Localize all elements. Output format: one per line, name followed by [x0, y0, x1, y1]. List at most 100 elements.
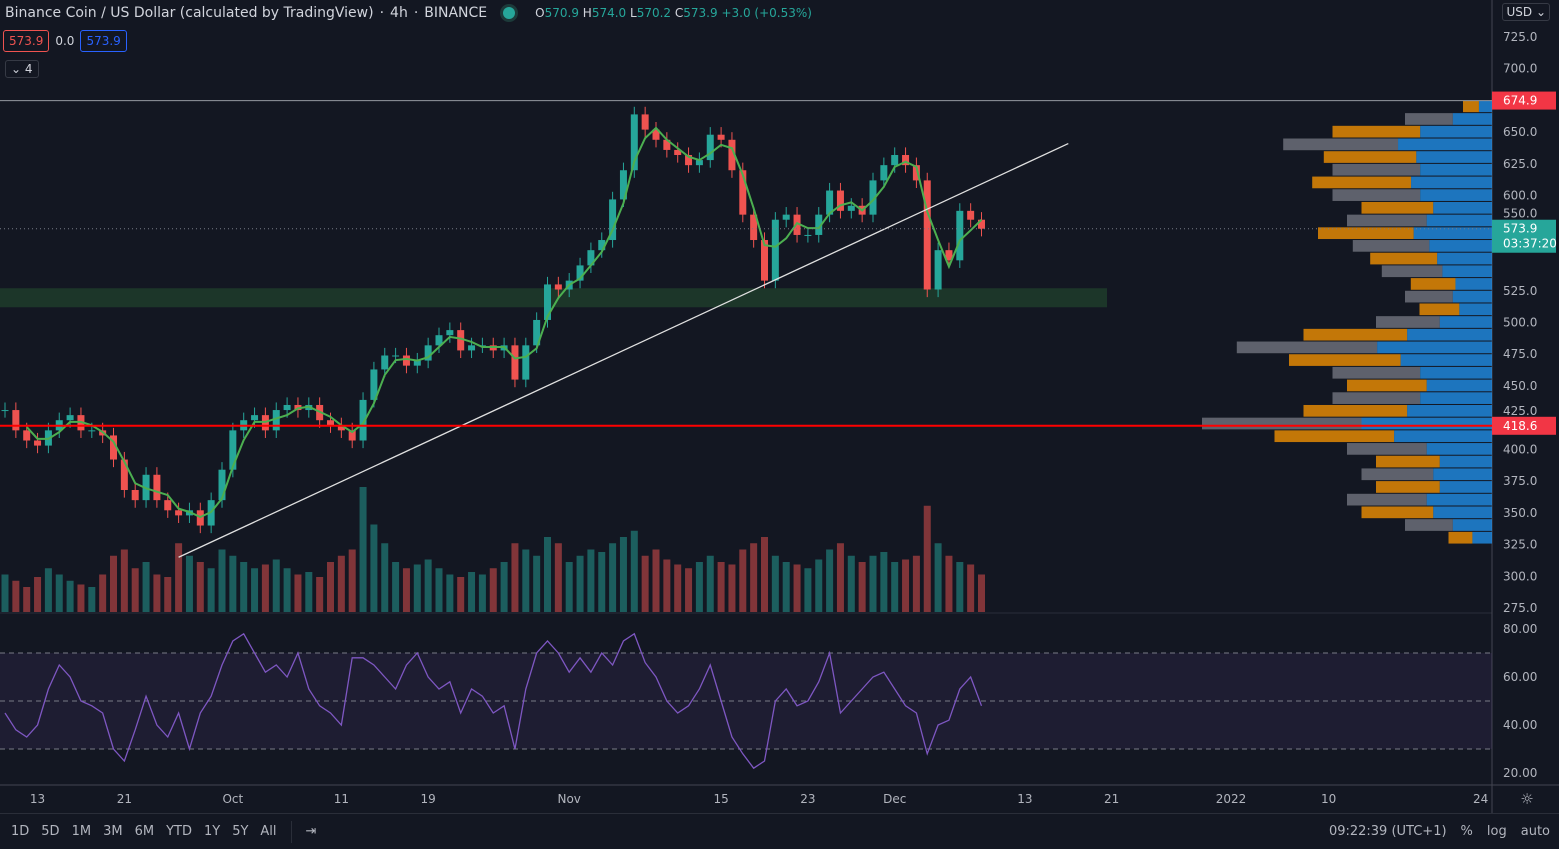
range-3m[interactable]: 3M [103, 824, 123, 839]
volume-profile-bar-down [1419, 303, 1460, 316]
candle-body [402, 355, 410, 366]
candle-body [728, 139, 736, 171]
high-price-label-bg [1492, 91, 1556, 110]
volume-profile-bar-up [1437, 252, 1492, 265]
volume-profile-bar-down [1381, 265, 1443, 278]
candle-body [370, 369, 378, 400]
price-tick-label: 550.0 [1503, 207, 1537, 221]
volume-profile-bar-up [1439, 481, 1492, 493]
candle-body [327, 420, 334, 426]
volume-bar [533, 555, 541, 612]
candle [891, 147, 899, 173]
auto-toggle[interactable]: auto [1520, 824, 1550, 839]
candle-body [750, 214, 758, 241]
candle-body [435, 335, 443, 346]
volume-profile-row [1312, 176, 1492, 189]
volume-bar [728, 564, 736, 612]
chart-canvas[interactable]: 725.0 700.0 650.0 625.0 600.0 550.0 525.0 500.0… [0, 0, 1559, 813]
candle-body [891, 155, 899, 166]
volume-profile-row [1405, 113, 1492, 125]
candle-body [272, 410, 280, 431]
volume-profile-bar-down [1361, 506, 1434, 519]
candle [674, 142, 682, 163]
candle-body [131, 489, 139, 501]
candle [902, 147, 910, 173]
range-ytd[interactable]: YTD [166, 824, 192, 839]
market-status-icon[interactable] [503, 7, 516, 19]
candle [728, 132, 736, 178]
candle-body [533, 319, 541, 346]
range-1d[interactable]: 1D [11, 824, 30, 839]
volume-bar [196, 562, 204, 612]
time-tick-label: 21 [1104, 792, 1119, 806]
sell-button[interactable]: 573.9 [3, 30, 50, 52]
volume-bar [641, 555, 649, 612]
volume-profile-bar-down [1347, 443, 1427, 455]
range-1m[interactable]: 1M [71, 824, 92, 839]
volume-profile-row [1410, 278, 1492, 290]
volume-profile-row [1274, 430, 1492, 443]
range-5y[interactable]: 5Y [232, 824, 249, 839]
volume-profile-row [1381, 265, 1492, 278]
volume-profile-row [1283, 138, 1492, 151]
volume-bar [674, 564, 682, 612]
goto-date-icon[interactable]: ⇥ [305, 824, 317, 839]
range-5d[interactable]: 5D [41, 824, 60, 839]
candle-body [424, 345, 432, 361]
price-tick-label: 350.0 [1503, 506, 1537, 520]
volume-profile-bar-down [1303, 404, 1408, 417]
candle [912, 157, 920, 188]
volume-profile-bar-down [1376, 316, 1440, 328]
rsi-tick-label: 20.00 [1503, 766, 1537, 780]
volume-bar [99, 574, 107, 612]
indicators-toggle[interactable]: ⌄ 4 [5, 60, 39, 78]
price-tick-label: 300.0 [1503, 569, 1537, 583]
volume-profile-row [1448, 531, 1492, 544]
buy-button[interactable]: 573.9 [80, 30, 127, 52]
candle-body [826, 190, 834, 215]
time-tick-label: Oct [222, 792, 243, 806]
time-tick-label: 10 [1321, 792, 1336, 806]
volume-bar [468, 572, 476, 612]
volume-bar [489, 568, 497, 612]
volume-bar [836, 543, 844, 612]
candle-body [554, 284, 562, 290]
candle [706, 127, 714, 168]
currency-select[interactable]: USD ⌄ [1502, 3, 1550, 21]
volume-profile-bar-up [1400, 354, 1492, 366]
range-6m[interactable]: 6M [134, 824, 155, 839]
volume-profile-row [1332, 163, 1492, 176]
volume-bar [978, 574, 985, 612]
symbol-title[interactable]: Binance Coin / US Dollar (calculated by … [5, 5, 374, 21]
exchange-label: BINANCE [424, 5, 488, 21]
candle [815, 207, 823, 243]
candle [337, 417, 345, 438]
volume-bar [305, 572, 313, 612]
candle [218, 462, 226, 508]
volume-bar [272, 559, 280, 612]
volume-profile-bar-down [1236, 341, 1378, 354]
volume-bar [23, 587, 31, 612]
candle-body [392, 355, 400, 357]
candle [576, 257, 584, 289]
spread-value: 0.0 [55, 34, 75, 48]
volume-profile-bar-down [1463, 100, 1479, 113]
volume-bar [619, 537, 627, 612]
volume-bar [402, 568, 410, 612]
log-toggle[interactable]: log [1486, 824, 1507, 839]
candle-body [880, 165, 888, 181]
high-price-label: 674.9 [1503, 94, 1537, 108]
candle [446, 322, 454, 343]
volume-profile-bar-down [1448, 531, 1473, 544]
volume-profile-bar-up [1416, 151, 1492, 163]
interval-label[interactable]: 4h [390, 5, 408, 21]
volume-profile-bar-up [1377, 341, 1492, 354]
volume-bar [576, 555, 584, 612]
volume-bar [923, 505, 931, 612]
candle [630, 106, 638, 178]
range-1y[interactable]: 1Y [203, 824, 221, 839]
range-all[interactable]: All [260, 824, 277, 839]
percent-toggle[interactable]: % [1460, 824, 1473, 839]
candle [641, 106, 649, 138]
candle-body [34, 440, 42, 446]
